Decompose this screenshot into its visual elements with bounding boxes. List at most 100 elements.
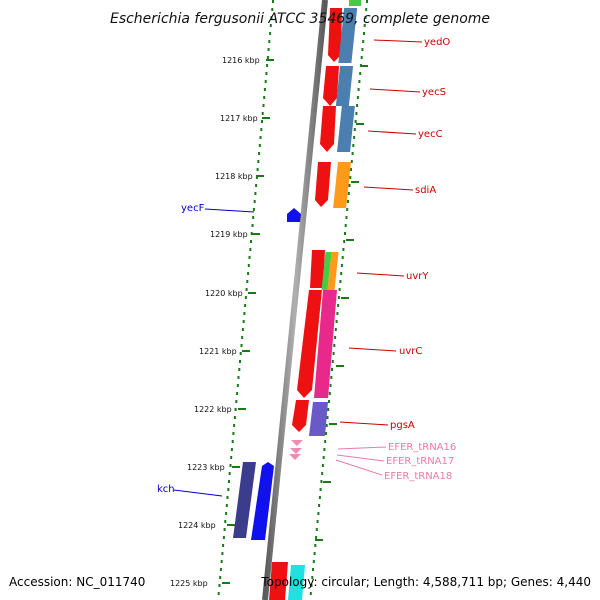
gene-block-uvrC-magenta[interactable]: [314, 290, 337, 398]
ring-dot: [257, 160, 260, 163]
ring-dot: [344, 224, 347, 227]
kbp-label: 1218 kbp: [215, 172, 253, 181]
ring-dot: [221, 552, 224, 555]
ring-dot: [233, 416, 236, 419]
gene-block-sdiA-orange[interactable]: [333, 162, 351, 208]
ring-dot: [244, 296, 247, 299]
ring-dot: [259, 136, 262, 139]
ring-dot: [231, 440, 234, 443]
ring-dot: [361, 48, 364, 51]
ring-dot: [272, 0, 274, 3]
ring-dot: [245, 288, 248, 291]
ring-dot: [254, 192, 257, 195]
gene-label-yecC[interactable]: yecC: [418, 129, 443, 140]
ring-dot: [263, 96, 266, 99]
leader-line: [363, 186, 414, 191]
trna-arrow-16[interactable]: [291, 440, 303, 446]
gene-label-yecF[interactable]: yecF: [181, 203, 205, 214]
gene-block-yecS[interactable]: [323, 66, 339, 106]
ring-dot: [309, 592, 312, 595]
ring-dot: [219, 576, 222, 579]
ring-dot: [358, 80, 361, 83]
gene-block-uvrY-orange[interactable]: [327, 252, 339, 290]
ring-dot: [310, 584, 313, 587]
trna-arrow-17[interactable]: [290, 448, 302, 454]
gene-block-green-top[interactable]: [349, 0, 361, 6]
ring-dot: [253, 200, 256, 203]
ring-dot: [227, 488, 230, 491]
ring-dot: [355, 112, 358, 115]
ring-dot: [268, 40, 271, 43]
ring-dot: [339, 280, 342, 283]
ring-dot: [353, 136, 356, 139]
ring-dot: [359, 72, 362, 75]
leader-line: [348, 347, 397, 352]
ring-dot: [365, 8, 368, 11]
ring-dot: [366, 0, 368, 3]
gene-block-uvrY-green[interactable]: [321, 252, 332, 290]
ring-dot: [237, 376, 240, 379]
ring-dot: [351, 152, 354, 155]
ring-dot: [340, 272, 343, 275]
kbp-label: 1222 kbp: [194, 405, 232, 414]
ring-dot: [356, 96, 359, 99]
gene-label-uvrC[interactable]: uvrC: [399, 346, 422, 357]
kbp-label: 1225 kbp: [170, 579, 208, 588]
ring-dot: [235, 400, 238, 403]
gene-block-yecC-blue[interactable]: [337, 106, 355, 152]
kbp-label: 1219 kbp: [210, 230, 248, 239]
gene-block-uvrC[interactable]: [297, 290, 322, 398]
ring-dot: [352, 144, 355, 147]
ring-dot: [340, 264, 343, 267]
gene-block-yecC[interactable]: [320, 106, 336, 152]
ring-dot: [330, 376, 333, 379]
gene-label-efer-trna17[interactable]: EFER_tRNA17: [386, 456, 454, 467]
gene-block-yedO[interactable]: [328, 8, 342, 62]
ring-dot: [360, 56, 363, 59]
gene-label-uvrY[interactable]: uvrY: [406, 271, 429, 282]
gene-label-yecS[interactable]: yecS: [422, 87, 446, 98]
gene-block-kch[interactable]: [251, 462, 274, 540]
gene-block-yedO-blue[interactable]: [338, 8, 358, 63]
gene-block-bottom-cyan[interactable]: [288, 565, 305, 600]
gene-block-yecF[interactable]: [287, 208, 301, 222]
forward-genes: [269, 0, 361, 600]
leader-line: [337, 446, 387, 450]
gene-label-kch[interactable]: kch: [157, 484, 175, 495]
gene-label-yedO[interactable]: yedO: [424, 37, 450, 48]
ring-dot: [266, 56, 269, 59]
trna-arrow-18[interactable]: [289, 454, 301, 460]
ring-dot: [354, 120, 357, 123]
gene-label-sdiA[interactable]: sdiA: [415, 185, 436, 196]
ring-dot: [350, 168, 352, 171]
gene-label-efer-trna16[interactable]: EFER_tRNA16: [388, 442, 456, 453]
ring-dot: [324, 440, 327, 443]
gene-label-pgsA[interactable]: pgsA: [390, 420, 415, 431]
gene-block-kch-navy[interactable]: [233, 462, 256, 538]
ring-dot: [323, 448, 326, 451]
leader-line: [336, 454, 385, 462]
ring-dot: [225, 512, 228, 515]
ring-dot: [335, 320, 338, 323]
ring-dot: [326, 416, 329, 419]
ring-dot: [246, 280, 249, 283]
ring-dot: [255, 184, 258, 187]
ring-dot: [263, 88, 266, 91]
ring-dot: [321, 472, 324, 475]
ring-dot: [327, 408, 330, 411]
gene-block-pgsA-slate[interactable]: [309, 402, 328, 436]
gene-label-efer-trna18[interactable]: EFER_tRNA18: [384, 471, 452, 482]
ring-dot: [269, 32, 272, 35]
gene-block-yecS-blue[interactable]: [335, 66, 354, 106]
gene-block-pgsA[interactable]: [292, 400, 309, 432]
gene-block-uvrY[interactable]: [310, 250, 325, 288]
gene-block-sdiA[interactable]: [315, 162, 331, 207]
leader-line: [204, 208, 255, 213]
ring-dot: [353, 128, 356, 131]
ring-dot: [350, 160, 353, 163]
gene-block-bottom-red[interactable]: [269, 562, 288, 600]
ring-dot: [267, 48, 270, 51]
ring-dot: [349, 176, 352, 179]
kbp-label: 1223 kbp: [187, 463, 225, 472]
reverse-genes: [233, 208, 301, 540]
